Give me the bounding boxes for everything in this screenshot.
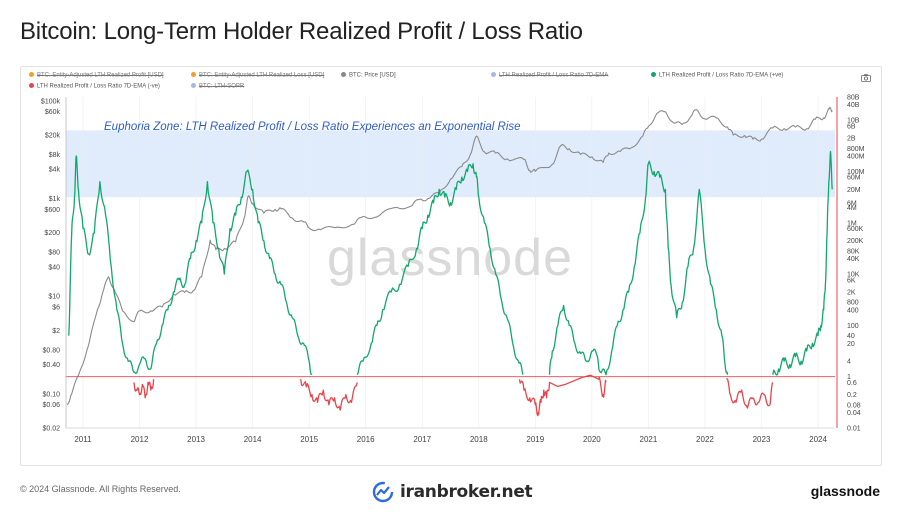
ratio-positive-line <box>772 150 833 376</box>
y-right-tick-label: 40 <box>847 333 855 340</box>
y-left-tick-label: $40 <box>48 264 60 271</box>
ratio-negative-line <box>726 378 774 409</box>
x-tick-label: 2018 <box>470 435 488 444</box>
y-left-tick-label: $10 <box>48 294 60 301</box>
y-right-tick-label: 40K <box>847 256 860 263</box>
y-left-tick-label: $0.80 <box>42 347 60 354</box>
x-tick-label: 2022 <box>696 435 714 444</box>
legend-item-ratio-negative[interactable]: LTH Realized Profit / Loss Ratio 7D-EMA … <box>29 83 160 90</box>
euphoria-annotation: Euphoria Zone: LTH Realized Profit / Los… <box>104 121 521 133</box>
y-right-tick-label: 800 <box>847 300 859 307</box>
legend-item-lth-profit[interactable]: BTC: Entity-Adjusted LTH Realized Profit… <box>29 72 164 79</box>
ratio-positive-line <box>356 163 524 375</box>
chart-watermark: glassnode <box>327 229 573 287</box>
x-tick-label: 2011 <box>74 435 92 444</box>
price-line <box>66 106 833 406</box>
y-right-tick-label: 600K <box>847 226 864 233</box>
legend-item-lth-loss[interactable]: BTC: Entity-Adjusted LTH Realized Loss [… <box>191 72 324 79</box>
y-right-tick-label: 6B <box>847 123 856 130</box>
y-right-tick-label: 80B <box>847 95 860 102</box>
y-right-tick-label: 400M <box>847 154 865 161</box>
x-tick-label: 2012 <box>131 435 149 444</box>
legend-marker <box>29 83 34 88</box>
y-left-tick-label: $80 <box>48 250 60 257</box>
ratio-negative-line <box>133 379 155 399</box>
legend-item-price[interactable]: BTC: Price [USD] <box>341 72 396 79</box>
y-right-tick-label: 800M <box>847 146 865 153</box>
x-tick-label: 2024 <box>809 435 827 444</box>
y-right-tick-label: 60M <box>847 175 861 182</box>
y-left-tick-label: $6 <box>52 305 60 312</box>
y-right-tick-label: 80K <box>847 248 860 255</box>
y-right-tick-label: 20 <box>847 341 855 348</box>
partner-brand[interactable]: iranbroker.net <box>372 481 533 503</box>
y-left-tick-label: $200 <box>44 230 60 237</box>
y-right-tick-label: 100M <box>847 169 865 176</box>
x-tick-label: 2016 <box>357 435 375 444</box>
y-left-tick-label: $600 <box>44 207 60 214</box>
y-right-tick-label: 0.08 <box>847 402 861 409</box>
legend-item-lth-sopr[interactable]: BTC: LTH-SOPR <box>191 83 244 90</box>
x-tick-label: 2020 <box>583 435 601 444</box>
y-right-tick-label: 1 <box>847 374 851 381</box>
footer-brand: glassnode <box>810 483 880 499</box>
y-right-tick-label: 6K <box>847 277 856 284</box>
y-left-tick-label: $100k <box>41 98 61 105</box>
y-right-tick-label: 0.04 <box>847 410 861 417</box>
partner-name: iranbroker.net <box>400 482 533 502</box>
y-right-tick-label: 4M <box>847 205 857 212</box>
y-right-tick-label: 4 <box>847 359 851 366</box>
page-title: Bitcoin: Long-Term Holder Realized Profi… <box>20 18 583 45</box>
y-left-tick-label: $0.06 <box>42 402 60 409</box>
legend-item-ratio-ema[interactable]: LTH Realized Profit / Loss Ratio 7D-EMA <box>491 72 608 79</box>
y-right-tick-label: 0.01 <box>847 426 861 433</box>
legend-marker <box>191 83 196 88</box>
y-right-tick-label: 0.2 <box>847 392 857 399</box>
x-tick-label: 2014 <box>244 435 262 444</box>
x-tick-label: 2019 <box>526 435 544 444</box>
x-tick-label: 2017 <box>413 435 431 444</box>
y-right-tick-label: 6M <box>847 200 857 207</box>
footer-copyright: © 2024 Glassnode. All Rights Reserved. <box>20 484 181 494</box>
legend-marker <box>191 72 196 77</box>
euphoria-zone-band <box>66 130 835 198</box>
y-right-tick-label: 2K <box>847 290 856 297</box>
y-left-tick-label: $4k <box>49 167 61 174</box>
ratio-positive-line <box>548 160 729 376</box>
legend-marker <box>491 72 496 77</box>
y-left-tick-label: $0.02 <box>42 426 60 433</box>
ratio-negative-line <box>518 374 607 417</box>
partner-logo-icon <box>372 481 394 503</box>
legend-marker <box>29 72 34 77</box>
y-left-tick-label: $0.40 <box>42 362 60 369</box>
y-right-tick-label: 200K <box>847 238 864 245</box>
y-right-tick-label: 1M <box>847 220 857 227</box>
legend-marker <box>341 72 346 77</box>
y-left-tick-label: $1k <box>49 196 61 203</box>
y-left-tick-label: $0.10 <box>42 391 60 398</box>
x-tick-label: 2021 <box>640 435 658 444</box>
x-tick-label: 2015 <box>300 435 318 444</box>
y-right-tick-label: 100 <box>847 323 859 330</box>
y-right-tick-label: 40B <box>847 102 860 109</box>
y-right-tick-label: 10B <box>847 118 860 125</box>
camera-icon[interactable] <box>861 74 871 82</box>
y-right-tick-label: 10K <box>847 272 860 279</box>
y-left-tick-label: $60k <box>45 109 61 116</box>
ratio-positive-line <box>68 155 313 376</box>
y-right-tick-label: 400 <box>847 307 859 314</box>
legend-item-ratio-positive[interactable]: LTH Realized Profit / Loss Ratio 7D-EMA … <box>651 72 783 79</box>
y-right-tick-label: 2B <box>847 136 856 143</box>
y-right-tick-label: 0.6 <box>847 380 857 387</box>
x-tick-label: 2013 <box>187 435 205 444</box>
ratio-negative-line <box>300 379 358 411</box>
x-tick-label: 2023 <box>753 435 771 444</box>
y-left-tick-label: $8k <box>49 152 61 159</box>
y-left-tick-label: $20k <box>45 132 61 139</box>
y-left-tick-label: $2 <box>52 328 60 335</box>
y-right-tick-label: 20M <box>847 187 861 194</box>
legend-marker <box>651 72 656 77</box>
